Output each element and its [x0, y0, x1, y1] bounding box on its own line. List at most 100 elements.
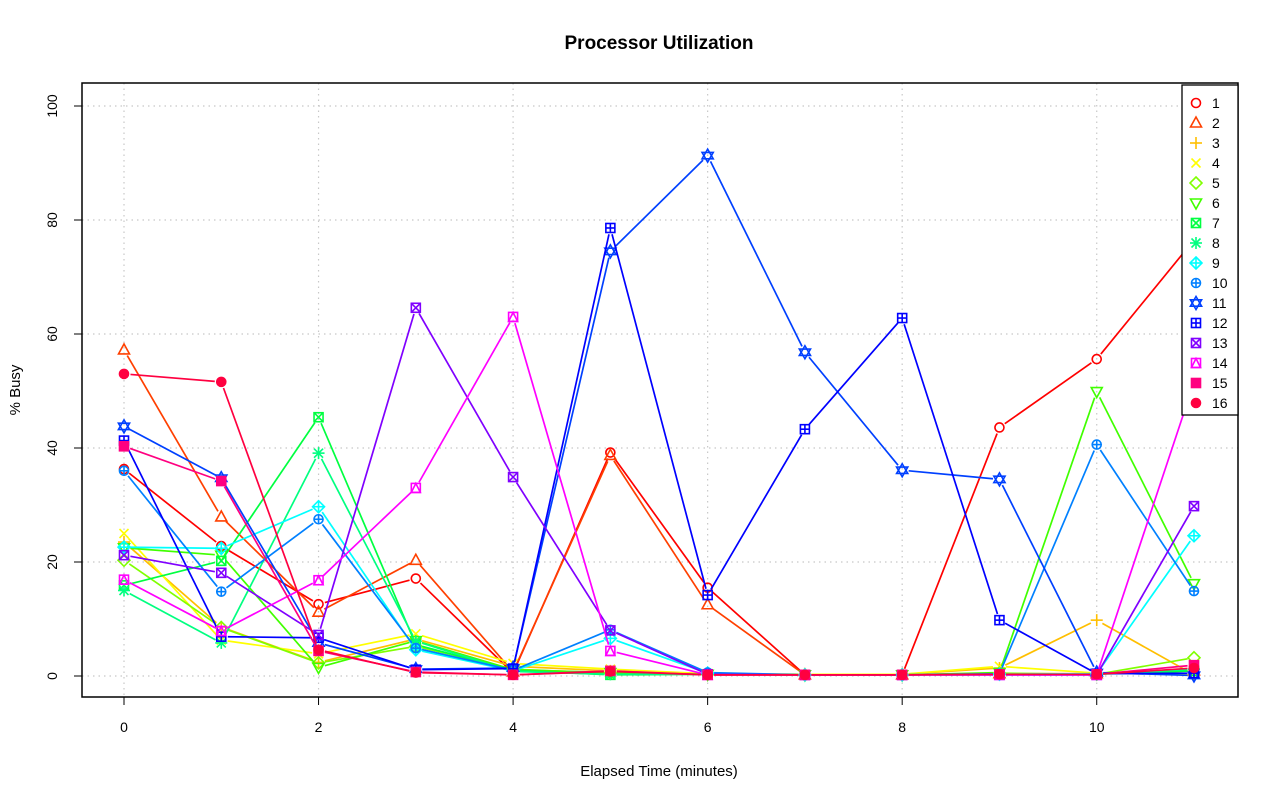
series-9-point: [1186, 528, 1202, 543]
series-3-segment: [421, 639, 508, 666]
series-12-point: [994, 614, 1005, 626]
series-14-segment: [418, 322, 511, 483]
series-3-segment: [324, 639, 410, 662]
y-tick-label: 20: [44, 554, 60, 570]
series-1-point: [410, 573, 422, 584]
legend-label: 12: [1212, 315, 1228, 331]
series-11-point: [797, 344, 812, 361]
series-2-point: [117, 342, 131, 355]
series-2-point: [700, 597, 715, 610]
legend-item-14: 14: [1190, 355, 1228, 371]
series-7-segment: [320, 422, 415, 640]
series-1-segment: [903, 433, 998, 670]
series-11-segment: [614, 159, 704, 248]
legend-marker: [1189, 198, 1203, 211]
series-4-segment: [324, 634, 410, 654]
series-10-segment: [225, 522, 314, 589]
series-16-point: [896, 669, 908, 681]
series-1-segment: [613, 457, 705, 583]
series-10-segment: [1001, 450, 1095, 669]
series-8-point: [215, 636, 228, 649]
series-10-segment: [518, 631, 605, 669]
series-14-segment: [322, 491, 412, 577]
legend-label: 9: [1212, 255, 1220, 271]
series-16-segment: [324, 650, 410, 672]
series-6-segment: [130, 547, 215, 556]
series-4-segment: [908, 665, 994, 675]
legend-item-11: 11: [1189, 294, 1227, 312]
legend-label: 3: [1212, 135, 1220, 151]
series-13: [118, 302, 1200, 681]
legend-item-13: 13: [1190, 335, 1228, 351]
series-16-point: [994, 668, 1005, 680]
series-5-point: [311, 655, 326, 671]
series-12-point: [215, 631, 227, 642]
series-13-segment: [418, 312, 511, 472]
series-2-segment: [613, 460, 705, 600]
series-13-point: [118, 549, 130, 561]
series-12-segment: [422, 667, 507, 671]
legend-marker: [1190, 137, 1202, 149]
legend-item-1: 1: [1190, 95, 1220, 111]
series-14-segment: [226, 582, 314, 629]
legend-box: [1181, 84, 1239, 416]
series-16-point: [410, 667, 422, 678]
series-16-point: [702, 669, 713, 681]
y-axis-label: % Busy: [7, 364, 24, 415]
series-6-point: [1187, 578, 1201, 592]
series-13-point: [410, 302, 422, 314]
legend-item-8: 8: [1190, 235, 1220, 251]
series-16-segment: [616, 670, 702, 676]
series-12-segment: [611, 234, 707, 589]
series-14-segment: [616, 651, 702, 675]
series-15: [118, 440, 1200, 681]
series-3: [118, 536, 1200, 681]
series-1: [118, 234, 1200, 681]
x-tick-label: 4: [509, 719, 517, 735]
series-3-segment: [1101, 622, 1189, 673]
x-tick-label: 2: [315, 719, 323, 735]
legend-item-10: 10: [1190, 275, 1228, 291]
series-13-point: [1188, 500, 1200, 512]
series-10: [118, 439, 1200, 681]
series-10-point: [1188, 585, 1200, 597]
legend-label: 15: [1212, 375, 1228, 391]
series-16-point: [507, 669, 519, 681]
series-9-point: [311, 499, 326, 514]
legend-marker: [1190, 217, 1202, 229]
series-16-point: [118, 368, 130, 380]
y-tick-label: 80: [44, 212, 60, 228]
series-12: [118, 222, 1200, 680]
series-9-segment: [1099, 540, 1191, 669]
series-16-segment: [130, 373, 215, 383]
series-5: [116, 553, 1202, 682]
series-15-point: [118, 440, 130, 452]
series-6-point: [1089, 386, 1104, 400]
series-4-segment: [227, 640, 313, 654]
series-3-point: [1090, 614, 1103, 627]
series-14-point: [604, 644, 617, 657]
series-1-point: [994, 422, 1005, 433]
y-tick-label: 40: [44, 440, 60, 456]
legend-marker: [1189, 294, 1203, 312]
series-7-segment: [224, 422, 316, 556]
series-2-point: [311, 604, 326, 617]
legend-item-9: 9: [1188, 255, 1220, 271]
series-4-segment: [616, 668, 702, 675]
series-13-segment: [515, 482, 608, 626]
x-tick-label: 0: [120, 719, 128, 735]
legend-label: 2: [1212, 115, 1220, 131]
legend-label: 5: [1212, 175, 1220, 191]
series-9-segment: [130, 546, 215, 550]
series-2-segment: [514, 460, 609, 667]
legend-label: 11: [1212, 295, 1227, 311]
x-tick-label: 8: [898, 719, 906, 735]
series-10-point: [313, 513, 324, 525]
series-2-point: [408, 552, 423, 566]
series-6-segment: [1000, 397, 1096, 667]
legend-marker: [1188, 175, 1204, 191]
legend-marker: [1190, 277, 1202, 289]
series-4-segment: [127, 537, 218, 636]
